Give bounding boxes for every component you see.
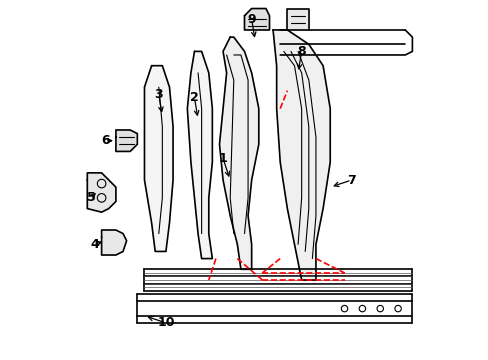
Text: 10: 10 (157, 316, 174, 329)
Polygon shape (272, 30, 329, 280)
Polygon shape (144, 66, 173, 251)
Polygon shape (87, 173, 116, 212)
Text: 8: 8 (297, 45, 305, 58)
Polygon shape (187, 51, 212, 258)
Polygon shape (219, 37, 258, 269)
Polygon shape (287, 9, 308, 30)
Text: 1: 1 (218, 152, 227, 165)
Text: 9: 9 (247, 13, 255, 26)
Polygon shape (102, 230, 126, 255)
Text: 2: 2 (190, 91, 199, 104)
Text: 7: 7 (346, 174, 355, 186)
Text: 5: 5 (86, 192, 95, 204)
Text: 4: 4 (90, 238, 99, 251)
Text: 3: 3 (154, 88, 163, 101)
Text: 6: 6 (101, 134, 109, 147)
Polygon shape (244, 9, 269, 30)
Polygon shape (116, 130, 137, 152)
